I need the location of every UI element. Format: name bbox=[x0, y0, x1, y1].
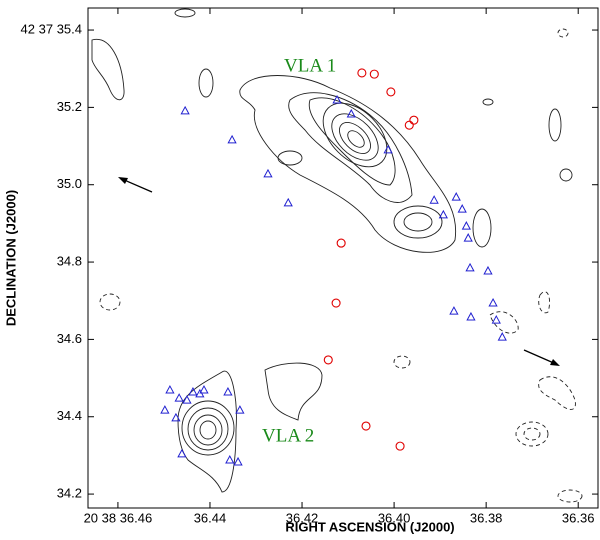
contour bbox=[181, 400, 235, 456]
contour bbox=[174, 8, 196, 18]
contour bbox=[538, 291, 551, 314]
arrow-head bbox=[118, 177, 128, 184]
point bbox=[488, 298, 498, 307]
point bbox=[386, 87, 396, 97]
point bbox=[438, 209, 448, 219]
contour bbox=[393, 355, 411, 369]
point bbox=[177, 448, 187, 458]
point bbox=[404, 120, 414, 130]
point bbox=[283, 197, 293, 207]
annotation: VLA 1 bbox=[284, 55, 336, 76]
point bbox=[332, 94, 342, 104]
point bbox=[457, 204, 467, 213]
contours bbox=[91, 8, 583, 503]
point bbox=[331, 298, 341, 308]
contour bbox=[193, 414, 223, 446]
contour bbox=[403, 212, 433, 232]
point bbox=[174, 393, 184, 402]
contour bbox=[91, 38, 125, 101]
plot-frame bbox=[87, 7, 599, 509]
point bbox=[429, 195, 439, 204]
x-axis-label: RIGHT ASCENSION (J2000) bbox=[285, 519, 454, 534]
point bbox=[165, 385, 175, 394]
point bbox=[357, 68, 367, 78]
contour bbox=[331, 113, 379, 161]
contour bbox=[198, 68, 214, 98]
contour bbox=[187, 407, 229, 451]
point bbox=[383, 144, 393, 154]
point bbox=[225, 455, 235, 464]
y-tick-label: 42 37 35.4 bbox=[21, 21, 82, 36]
point bbox=[336, 238, 346, 248]
arrows bbox=[118, 177, 560, 366]
point bbox=[395, 441, 405, 451]
x-tick-label: 36.38 bbox=[470, 510, 503, 525]
point bbox=[188, 386, 198, 396]
y-tick-label: 35.2 bbox=[57, 99, 82, 114]
point bbox=[233, 456, 243, 466]
contour bbox=[277, 150, 303, 166]
contour bbox=[548, 108, 562, 142]
x-tick-label: 20 38 36.46 bbox=[84, 510, 153, 525]
contour bbox=[347, 130, 365, 148]
point bbox=[171, 412, 181, 422]
point bbox=[449, 306, 459, 315]
x-tick-label: 36.42 bbox=[286, 510, 319, 525]
arrow bbox=[523, 349, 557, 365]
contour bbox=[322, 102, 388, 168]
annotation: VLA 2 bbox=[262, 425, 314, 446]
point bbox=[451, 192, 461, 201]
point bbox=[461, 221, 471, 230]
contour bbox=[559, 168, 573, 182]
point bbox=[160, 405, 170, 414]
arrow-head bbox=[550, 359, 560, 366]
y-tick-label: 34.4 bbox=[57, 408, 82, 423]
point bbox=[463, 233, 473, 242]
y-tick-label: 34.6 bbox=[57, 331, 82, 346]
point bbox=[235, 405, 245, 414]
point bbox=[497, 332, 507, 341]
contour bbox=[538, 376, 576, 410]
contour bbox=[482, 98, 494, 106]
point bbox=[491, 315, 501, 324]
contour bbox=[523, 427, 541, 441]
point bbox=[180, 105, 190, 115]
contour bbox=[239, 75, 457, 253]
contour bbox=[472, 208, 492, 248]
y-tick-label: 35.0 bbox=[57, 176, 82, 191]
contour bbox=[393, 205, 443, 239]
point bbox=[483, 265, 493, 275]
point bbox=[466, 311, 476, 321]
y-axis-label: DECLINATION (J2000) bbox=[3, 190, 18, 326]
contour bbox=[288, 92, 413, 203]
contour bbox=[557, 489, 583, 503]
point bbox=[227, 134, 237, 144]
arrow bbox=[121, 178, 153, 193]
point bbox=[409, 115, 419, 125]
point bbox=[465, 262, 475, 272]
point bbox=[346, 108, 356, 118]
point bbox=[199, 385, 209, 394]
x-tick-label: 36.44 bbox=[194, 510, 227, 525]
contour bbox=[339, 122, 371, 154]
x-tick-label: 36.40 bbox=[378, 510, 411, 525]
contour bbox=[177, 370, 237, 493]
y-tick-label: 34.2 bbox=[57, 486, 82, 501]
point bbox=[263, 168, 273, 178]
point bbox=[369, 69, 379, 79]
contour bbox=[264, 362, 323, 421]
point bbox=[182, 395, 192, 404]
contour bbox=[515, 421, 549, 447]
contour bbox=[489, 311, 519, 334]
point bbox=[361, 421, 371, 431]
contour bbox=[557, 28, 569, 38]
contour bbox=[199, 420, 217, 440]
contour bbox=[99, 293, 121, 311]
point bbox=[223, 386, 233, 396]
x-tick-label: 36.36 bbox=[562, 510, 595, 525]
y-tick-label: 34.8 bbox=[57, 253, 82, 268]
point bbox=[323, 355, 333, 365]
